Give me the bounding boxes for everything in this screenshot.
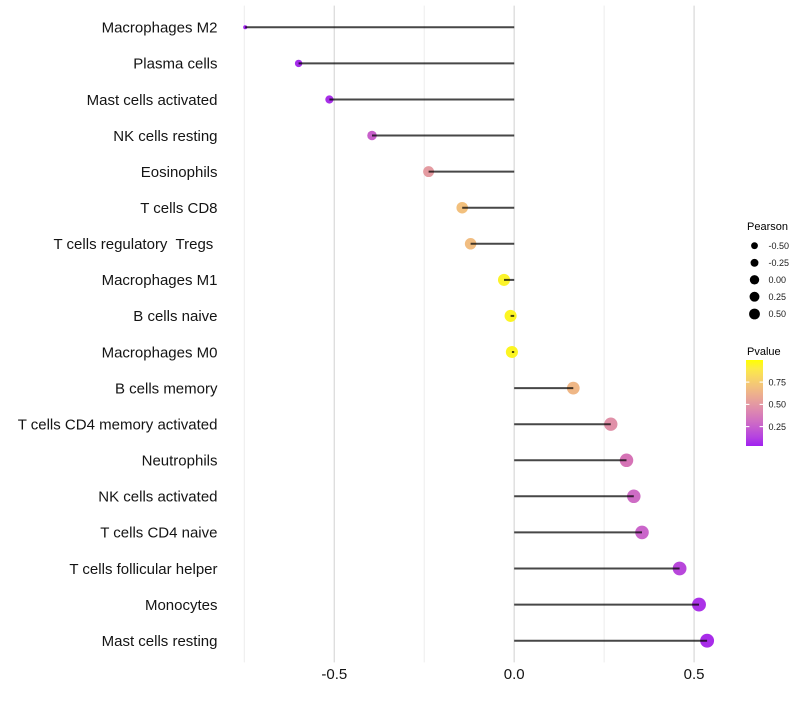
- svg-text:Eosinophils: Eosinophils: [141, 164, 218, 181]
- svg-text:Neutrophils: Neutrophils: [142, 453, 218, 470]
- svg-text:Monocytes: Monocytes: [145, 597, 218, 614]
- svg-text:-0.25: -0.25: [769, 258, 790, 268]
- svg-text:0.00: 0.00: [769, 275, 787, 285]
- svg-text:B cells naive: B cells naive: [133, 308, 217, 325]
- svg-text:0.50: 0.50: [769, 400, 787, 410]
- svg-text:Mast cells resting: Mast cells resting: [102, 633, 218, 650]
- svg-text:0.50: 0.50: [769, 309, 787, 319]
- svg-text:0.5: 0.5: [684, 666, 705, 683]
- svg-text:Mast cells activated: Mast cells activated: [87, 92, 218, 109]
- svg-text:T cells regulatory Tregs: T cells regulatory Tregs: [54, 236, 214, 253]
- svg-text:0.75: 0.75: [769, 377, 787, 387]
- svg-text:0.25: 0.25: [769, 292, 787, 302]
- svg-text:-0.5: -0.5: [321, 666, 347, 683]
- svg-text:Plasma cells: Plasma cells: [133, 56, 217, 73]
- svg-text:0.25: 0.25: [769, 422, 787, 432]
- svg-text:0.0: 0.0: [504, 666, 525, 683]
- svg-text:T cells CD8: T cells CD8: [140, 200, 217, 217]
- svg-text:Pearson: Pearson: [747, 221, 788, 233]
- svg-text:Macrophages M2: Macrophages M2: [102, 20, 218, 37]
- svg-text:T cells CD4 memory activated: T cells CD4 memory activated: [18, 417, 218, 434]
- svg-text:Macrophages M1: Macrophages M1: [102, 272, 218, 289]
- svg-text:T cells follicular helper: T cells follicular helper: [69, 561, 217, 578]
- svg-text:Macrophages M0: Macrophages M0: [102, 344, 218, 361]
- svg-text:-0.50: -0.50: [769, 241, 790, 251]
- svg-text:Pvalue: Pvalue: [747, 346, 781, 358]
- svg-text:NK cells activated: NK cells activated: [98, 489, 217, 506]
- svg-text:B cells memory: B cells memory: [115, 380, 218, 397]
- svg-text:NK cells resting: NK cells resting: [113, 128, 217, 145]
- svg-text:T cells CD4 naive: T cells CD4 naive: [100, 525, 217, 542]
